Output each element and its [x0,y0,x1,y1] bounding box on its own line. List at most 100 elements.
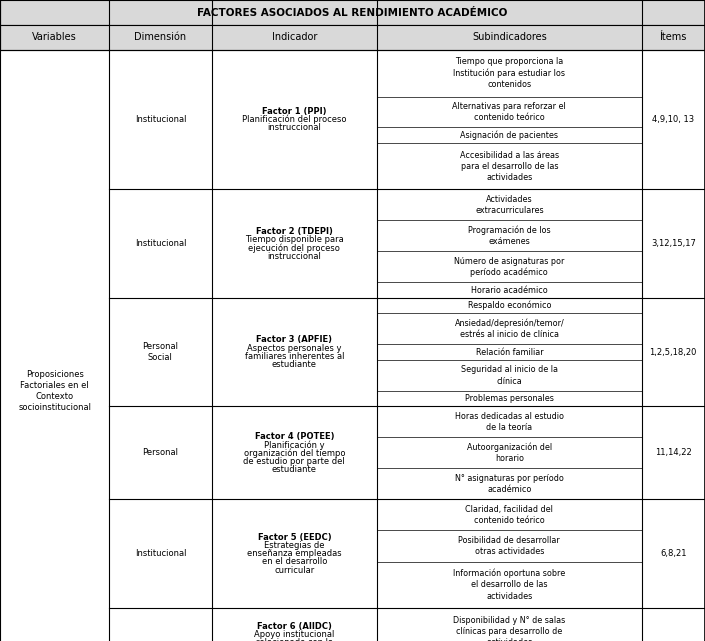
Text: Factor 2 (TDEPI): Factor 2 (TDEPI) [256,227,333,236]
Bar [109,406,212,499]
Text: Aspectos personales y: Aspectos personales y [247,344,342,353]
Bar [0,608,109,641]
Text: Factor 5 (EEDC): Factor 5 (EEDC) [257,533,331,542]
Text: Posibilidad de desarrollar
otras actividades: Posibilidad de desarrollar otras activid… [458,536,560,556]
Text: 1,2,5,18,20: 1,2,5,18,20 [649,348,697,357]
Text: Factor 4 (POTEE): Factor 4 (POTEE) [255,432,334,441]
Text: relacionado con la: relacionado con la [256,638,333,641]
Bar [212,608,377,641]
Text: Ansiedad/depresión/temor/
estrés al inicio de clínica: Ansiedad/depresión/temor/ estrés al inic… [455,319,564,339]
Bar [377,313,642,344]
Bar [109,298,212,406]
Bar [0,0,705,25]
Bar [0,50,109,190]
Text: Problemas personales: Problemas personales [465,394,554,403]
Text: Actividades
extracurriculares: Actividades extracurriculares [475,195,544,215]
Text: Planificación del proceso: Planificación del proceso [242,115,347,124]
Bar [377,298,642,313]
Bar [212,190,377,298]
Text: Claridad, facilidad del
contenido teórico: Claridad, facilidad del contenido teóric… [465,505,553,525]
Bar [377,50,642,97]
Bar [377,190,642,221]
Text: Factor 3 (APFIE): Factor 3 (APFIE) [257,335,332,344]
Bar [377,283,642,298]
Bar [377,221,642,251]
Text: Institucional: Institucional [135,239,186,248]
Bar [212,406,377,499]
Bar [212,499,377,608]
Bar [377,562,642,608]
Text: Autoorganización del
horario: Autoorganización del horario [467,443,552,463]
Text: Relación familiar: Relación familiar [476,348,543,357]
Text: N° asignaturas por período
académico: N° asignaturas por período académico [455,474,564,494]
Text: Tiempo disponible para: Tiempo disponible para [245,235,344,244]
Text: Indicador: Indicador [271,33,317,42]
Text: Alternativas para reforzar el
contenido teórico: Alternativas para reforzar el contenido … [453,102,566,122]
Bar [377,608,642,641]
Text: Institucional: Institucional [135,549,186,558]
Bar [377,499,642,531]
Bar [377,469,642,499]
Text: 3,12,15,17: 3,12,15,17 [651,239,696,248]
Text: Información oportuna sobre
el desarrollo de las
actividades: Información oportuna sobre el desarrollo… [453,569,565,601]
Bar [377,251,642,283]
Bar [0,190,109,298]
Text: Factor 1 (PPI): Factor 1 (PPI) [262,107,326,116]
Text: Horario académico: Horario académico [471,286,548,295]
Bar [109,50,212,190]
Text: curricular: curricular [274,565,314,574]
Bar [109,499,212,608]
Text: de estudio por parte del: de estudio por parte del [243,456,345,466]
Text: FACTORES ASOCIADOS AL RENDIMIENTO ACADÉMICO: FACTORES ASOCIADOS AL RENDIMIENTO ACADÉM… [197,8,508,17]
Bar [377,406,642,438]
Text: familiares inherentes al: familiares inherentes al [245,352,344,361]
Text: Dimensión: Dimensión [135,33,186,42]
Text: Personal
Social: Personal Social [142,342,178,362]
Text: Variables: Variables [32,33,77,42]
Text: Horas dedicadas al estudio
de la teoría: Horas dedicadas al estudio de la teoría [455,412,564,432]
Bar [642,608,705,641]
Text: 11,14,22: 11,14,22 [655,449,692,458]
Text: Estrategias de: Estrategias de [264,541,324,550]
Bar [377,360,642,391]
Text: Subindicadores: Subindicadores [472,33,547,42]
Text: Apoyo institucional: Apoyo institucional [254,630,335,639]
Text: Accesibilidad a las áreas
para el desarrollo de las
actividades: Accesibilidad a las áreas para el desarr… [460,151,559,182]
Text: Número de asignaturas por
período académico: Número de asignaturas por período académ… [454,256,565,278]
Text: Disponibilidad y N° de salas
clínicas para desarrollo de
actividades: Disponibilidad y N° de salas clínicas pa… [453,615,565,641]
Text: instruccional: instruccional [267,251,321,260]
Text: en el desarrollo: en el desarrollo [262,558,327,567]
Text: Ítems: Ítems [660,33,687,42]
Text: instruccional: instruccional [267,124,321,133]
Text: Factor 6 (AIIDC): Factor 6 (AIIDC) [257,622,332,631]
Bar [642,499,705,608]
Text: Planificación y: Planificación y [264,440,324,449]
Text: Proposiciones
Factoriales en el
Contexto
socioinstitucional: Proposiciones Factoriales en el Contexto… [18,370,91,412]
Text: Institucional: Institucional [135,115,186,124]
Text: estudiante: estudiante [272,465,317,474]
Bar [377,344,642,360]
Bar [642,406,705,499]
Text: Personal: Personal [142,449,178,458]
Bar [377,531,642,562]
Bar [377,97,642,128]
Bar [377,391,642,406]
Bar [377,143,642,190]
Bar [212,50,377,190]
Bar [377,128,642,143]
Text: 4,9,10, 13: 4,9,10, 13 [652,115,694,124]
Text: Tiempo que proporciona la
Institución para estudiar los
contenidos: Tiempo que proporciona la Institución pa… [453,57,565,89]
Bar [212,298,377,406]
Text: ejecución del proceso: ejecución del proceso [248,243,341,253]
Bar [642,190,705,298]
Text: estudiante: estudiante [272,360,317,369]
Bar [109,190,212,298]
Bar [0,406,109,499]
Text: organización del tiempo: organización del tiempo [244,448,345,458]
Text: Seguridad al inicio de la
clínica: Seguridad al inicio de la clínica [461,365,558,385]
Bar [642,50,705,190]
Bar [0,499,109,608]
Bar [0,298,109,406]
Bar [0,25,705,50]
Text: enseñanza empleadas: enseñanza empleadas [247,549,342,558]
